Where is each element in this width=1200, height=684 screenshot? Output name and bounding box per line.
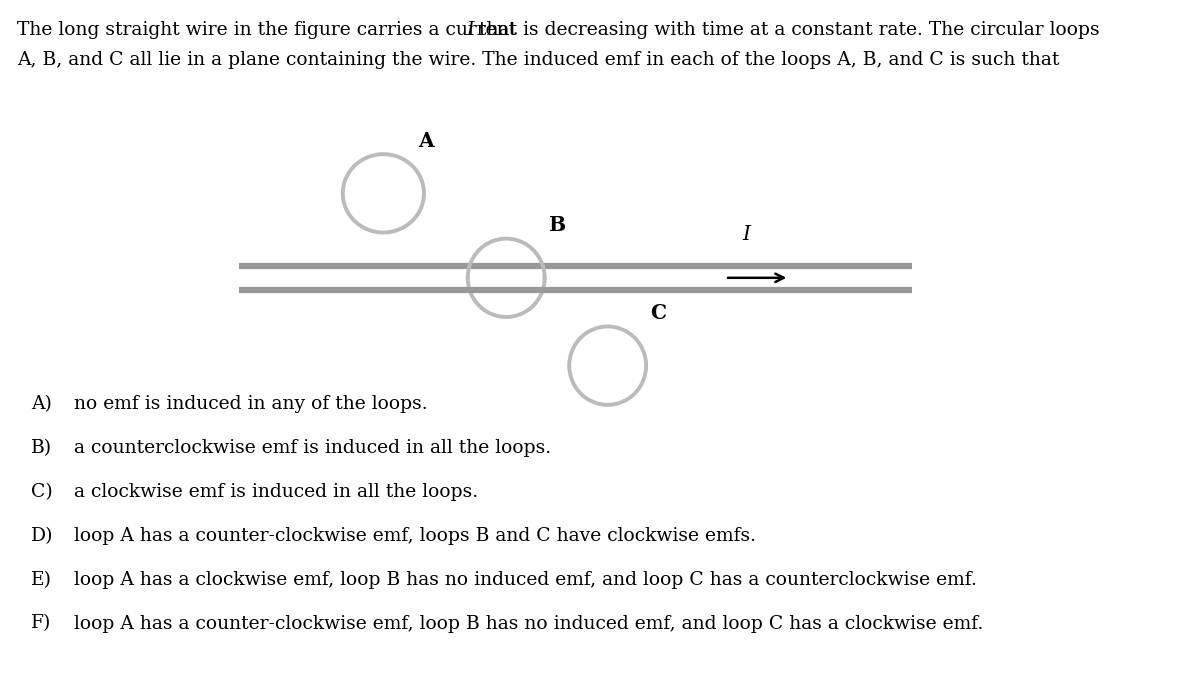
Text: C): C): [31, 483, 53, 501]
Text: a counterclockwise emf is induced in all the loops.: a counterclockwise emf is induced in all…: [73, 439, 551, 457]
Text: that is decreasing with time at a constant rate. The circular loops: that is decreasing with time at a consta…: [473, 21, 1099, 39]
Text: no emf is induced in any of the loops.: no emf is induced in any of the loops.: [73, 395, 427, 413]
Text: loop A has a counter-clockwise emf, loop B has no induced emf, and loop C has a : loop A has a counter-clockwise emf, loop…: [73, 614, 983, 633]
Text: E): E): [31, 570, 52, 589]
Text: loop A has a counter-clockwise emf, loops B and C have clockwise emfs.: loop A has a counter-clockwise emf, loop…: [73, 527, 756, 544]
Text: A: A: [419, 131, 434, 150]
Text: B): B): [31, 439, 52, 457]
Text: I: I: [743, 225, 750, 244]
Text: The long straight wire in the figure carries a current: The long straight wire in the figure car…: [17, 21, 522, 39]
Text: C: C: [650, 303, 666, 323]
Text: D): D): [31, 527, 53, 544]
Text: A): A): [31, 395, 52, 413]
Text: F): F): [31, 614, 52, 633]
Text: loop A has a clockwise emf, loop B has no induced emf, and loop C has a counterc: loop A has a clockwise emf, loop B has n…: [73, 570, 977, 589]
Text: B: B: [548, 215, 566, 235]
Text: A, B, and C all lie in a plane containing the wire. The induced emf in each of t: A, B, and C all lie in a plane containin…: [17, 51, 1060, 70]
Text: I: I: [467, 21, 474, 39]
Text: a clockwise emf is induced in all the loops.: a clockwise emf is induced in all the lo…: [73, 483, 478, 501]
